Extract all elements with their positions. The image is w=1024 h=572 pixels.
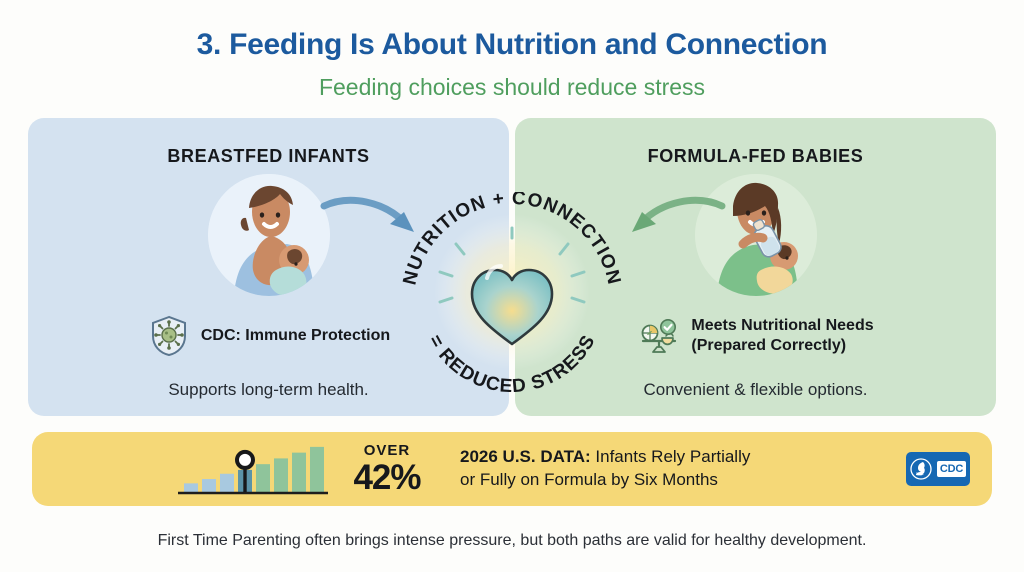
chart-bar: [274, 458, 288, 492]
panel-right-fact-line1: Meets Nutritional Needs: [691, 317, 874, 335]
chart-bar: [184, 483, 198, 492]
footer-note: First Time Parenting often brings intens…: [157, 532, 867, 549]
statistic-bar: OVER 42% 2026 U.S. DATA: Infants Rely Pa…: [32, 432, 992, 506]
shield-virus-icon: [147, 314, 191, 358]
stat-line1: Infants Rely Partially: [590, 447, 751, 467]
bar-chart-svg: [178, 446, 328, 495]
page-subtitle: Feeding choices should reduce stress: [318, 74, 706, 100]
stat-source-label: 2026 U.S. DATA:: [460, 447, 591, 467]
chart-bar: [292, 452, 306, 492]
chart-bar: [202, 479, 216, 492]
formula-trend-chart: [32, 432, 332, 506]
cdc-wordmark: CDC: [936, 461, 967, 477]
chart-bar: [220, 473, 234, 492]
stat-percent-value: 42%: [353, 458, 421, 497]
panel-left-fact-row: CDC: Immune Protection: [28, 314, 509, 358]
panel-right-note: Convenient & flexible options.: [643, 380, 868, 399]
chart-bar: [310, 446, 324, 492]
arrow-left-to-center: [318, 188, 428, 253]
stat-line2: or Fully on Formula by Six Months: [460, 470, 718, 489]
arrow-right-to-center: [618, 188, 728, 253]
stat-value-block: OVER 42%: [332, 443, 442, 495]
panel-breastfed: BREASTFED INFANTS: [28, 118, 509, 416]
stat-over-label: OVER: [363, 442, 411, 459]
panel-right-fact-line2: (Prepared Correctly): [691, 337, 847, 354]
panel-formula-fed: FORMULA-FED BABIES: [515, 118, 996, 416]
hhs-eagle-icon: [910, 458, 932, 480]
cdc-hhs-logo: CDC: [906, 452, 970, 486]
panel-right-heading: FORMULA-FED BABIES: [647, 146, 864, 166]
panel-right-fact-row: Meets Nutritional Needs (Prepared Correc…: [515, 314, 996, 358]
page-title: 3. Feeding Is About Nutrition and Connec…: [196, 28, 828, 61]
breastfeeding-illustration: [207, 174, 330, 296]
balance-scale-nutrition-icon: [637, 314, 681, 358]
panel-left-fact-text: CDC: Immune Protection: [200, 327, 391, 345]
panel-left-note: Supports long-term health.: [168, 380, 369, 399]
panel-right-fact-text: Meets Nutritional Needs (Prepared Correc…: [691, 316, 873, 355]
chart-marker-pin: [235, 449, 255, 470]
panel-left-heading: BREASTFED INFANTS: [167, 146, 370, 166]
chart-bar: [256, 464, 270, 492]
stat-description: 2026 U.S. DATA: Infants Rely Partially o…: [442, 446, 906, 492]
